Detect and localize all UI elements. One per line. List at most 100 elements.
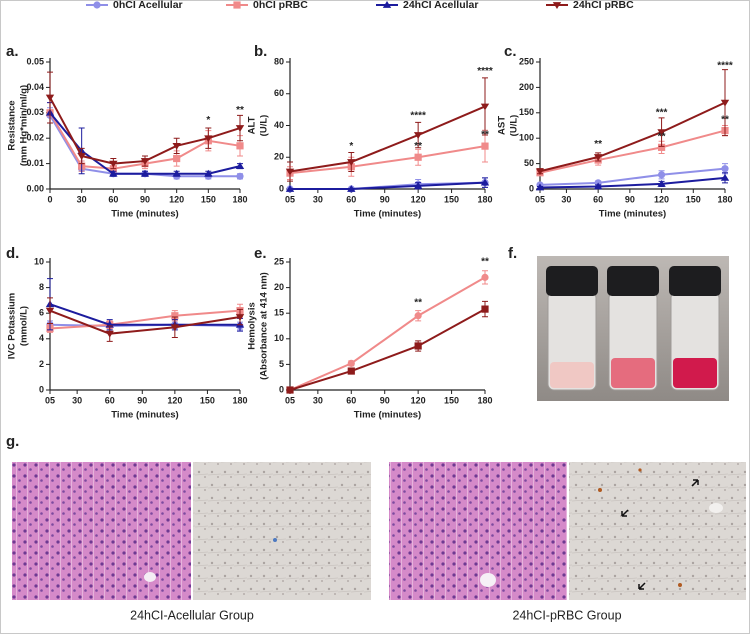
marker bbox=[171, 312, 179, 320]
legend-marker bbox=[93, 1, 101, 9]
x-tick-label: 180 bbox=[717, 194, 732, 204]
marker bbox=[414, 342, 422, 350]
y-tick-label: 40 bbox=[274, 120, 284, 130]
vial bbox=[607, 266, 659, 391]
marker bbox=[720, 173, 730, 181]
vial bbox=[669, 266, 721, 391]
y-tick-label: 250 bbox=[519, 56, 534, 66]
legend-marker bbox=[552, 2, 562, 9]
marker bbox=[657, 143, 666, 151]
vessel bbox=[480, 573, 496, 587]
legend-label: 0hCI Acellular bbox=[113, 0, 183, 11]
annotation: ** bbox=[414, 298, 422, 309]
panel-label: a. bbox=[6, 43, 19, 60]
marker bbox=[657, 129, 666, 137]
vial-liquid bbox=[673, 358, 717, 388]
y-tick-label: 6 bbox=[39, 308, 44, 318]
x-tick-label: 90 bbox=[380, 194, 390, 204]
annotation: ** bbox=[414, 141, 422, 152]
marker bbox=[285, 168, 295, 176]
x-tick-label: 180 bbox=[232, 395, 247, 405]
vial-cap bbox=[546, 266, 598, 296]
marker bbox=[235, 314, 245, 321]
y-tick-label: 20 bbox=[274, 282, 284, 292]
marker bbox=[413, 181, 423, 189]
marker bbox=[347, 159, 356, 166]
series-line bbox=[289, 105, 486, 173]
y-axis-title: (mm Hg*min/ml/g) bbox=[19, 85, 30, 166]
marker bbox=[77, 153, 86, 160]
y-tick-label: 0 bbox=[279, 384, 284, 394]
marker bbox=[535, 168, 545, 176]
marker bbox=[657, 179, 666, 187]
marker bbox=[481, 305, 489, 313]
x-tick-label: 120 bbox=[411, 194, 426, 204]
series-line bbox=[49, 309, 241, 335]
marker bbox=[140, 169, 150, 177]
y-tick-label: 10 bbox=[274, 333, 284, 343]
y-axis-title: (mmol/L) bbox=[19, 306, 30, 346]
legend: 0hCI Acellular 0hCI pRBC 24hCI Acellular 24… bbox=[86, 0, 634, 11]
panel-label: f. bbox=[508, 245, 517, 262]
marker bbox=[414, 312, 422, 320]
marker bbox=[413, 132, 423, 139]
marker bbox=[172, 142, 181, 150]
arrow bbox=[691, 479, 699, 487]
x-tick-label: 60 bbox=[105, 395, 115, 405]
vial-photo bbox=[537, 256, 729, 401]
y-tick-label: 0.05 bbox=[26, 56, 44, 66]
y-tick-label: 25 bbox=[274, 256, 284, 266]
marker bbox=[414, 153, 422, 161]
y-tick-label: 80 bbox=[274, 56, 284, 66]
chart: 0 20 40 60 80 05 30 60 90 120 150 180 Time (minutes)… bbox=[247, 56, 493, 219]
legend-marker bbox=[382, 1, 392, 8]
x-tick-label: 150 bbox=[686, 194, 701, 204]
x-tick-label: 120 bbox=[169, 194, 184, 204]
y-axis-title: Resistance bbox=[7, 100, 18, 150]
x-tick-label: 180 bbox=[232, 194, 247, 204]
annotation: ** bbox=[481, 257, 489, 268]
marker bbox=[109, 169, 118, 177]
series-line bbox=[539, 101, 726, 173]
chart: 0 50 100 150 200 250 05 30 60 90 120 150 180 Time (mi… bbox=[497, 56, 733, 219]
series-line bbox=[289, 145, 486, 175]
series-line bbox=[289, 276, 486, 391]
marker bbox=[236, 172, 244, 180]
annotation: ** bbox=[236, 105, 244, 116]
legend-label: 24hCI pRBC bbox=[573, 0, 634, 11]
marker bbox=[204, 169, 213, 177]
panel-label: b. bbox=[254, 43, 267, 60]
x-tick-label: 30 bbox=[313, 395, 323, 405]
marker bbox=[347, 367, 355, 375]
annotation: ** bbox=[658, 131, 666, 142]
stain bbox=[273, 538, 277, 542]
y-tick-label: 15 bbox=[274, 308, 284, 318]
annotation: **** bbox=[410, 111, 426, 122]
annotation: **** bbox=[477, 66, 493, 77]
marker bbox=[235, 162, 245, 170]
x-tick-label: 150 bbox=[201, 194, 216, 204]
panel-label: c. bbox=[504, 43, 517, 60]
y-tick-label: 100 bbox=[519, 133, 534, 143]
marker bbox=[109, 160, 118, 168]
x-tick-label: 05 bbox=[285, 194, 295, 204]
series-line bbox=[49, 309, 241, 330]
y-tick-label: 10 bbox=[34, 256, 44, 266]
chart: 0 2 4 6 8 10 05 30 60 90 120 150 180 Time (minutes) IV… bbox=[7, 256, 248, 420]
marker bbox=[235, 125, 245, 132]
annotation: ** bbox=[721, 115, 729, 126]
marker bbox=[481, 142, 489, 150]
marker bbox=[286, 386, 294, 394]
x-tick-label: 60 bbox=[346, 395, 356, 405]
annotation: **** bbox=[717, 61, 733, 72]
x-tick-label: 30 bbox=[77, 194, 87, 204]
marker bbox=[172, 169, 181, 177]
x-tick-label: 180 bbox=[477, 395, 492, 405]
marker bbox=[170, 324, 180, 332]
arrow bbox=[638, 582, 646, 590]
y-tick-label: 0.04 bbox=[26, 82, 44, 92]
he-image bbox=[389, 462, 567, 600]
annotation: * bbox=[206, 115, 210, 126]
